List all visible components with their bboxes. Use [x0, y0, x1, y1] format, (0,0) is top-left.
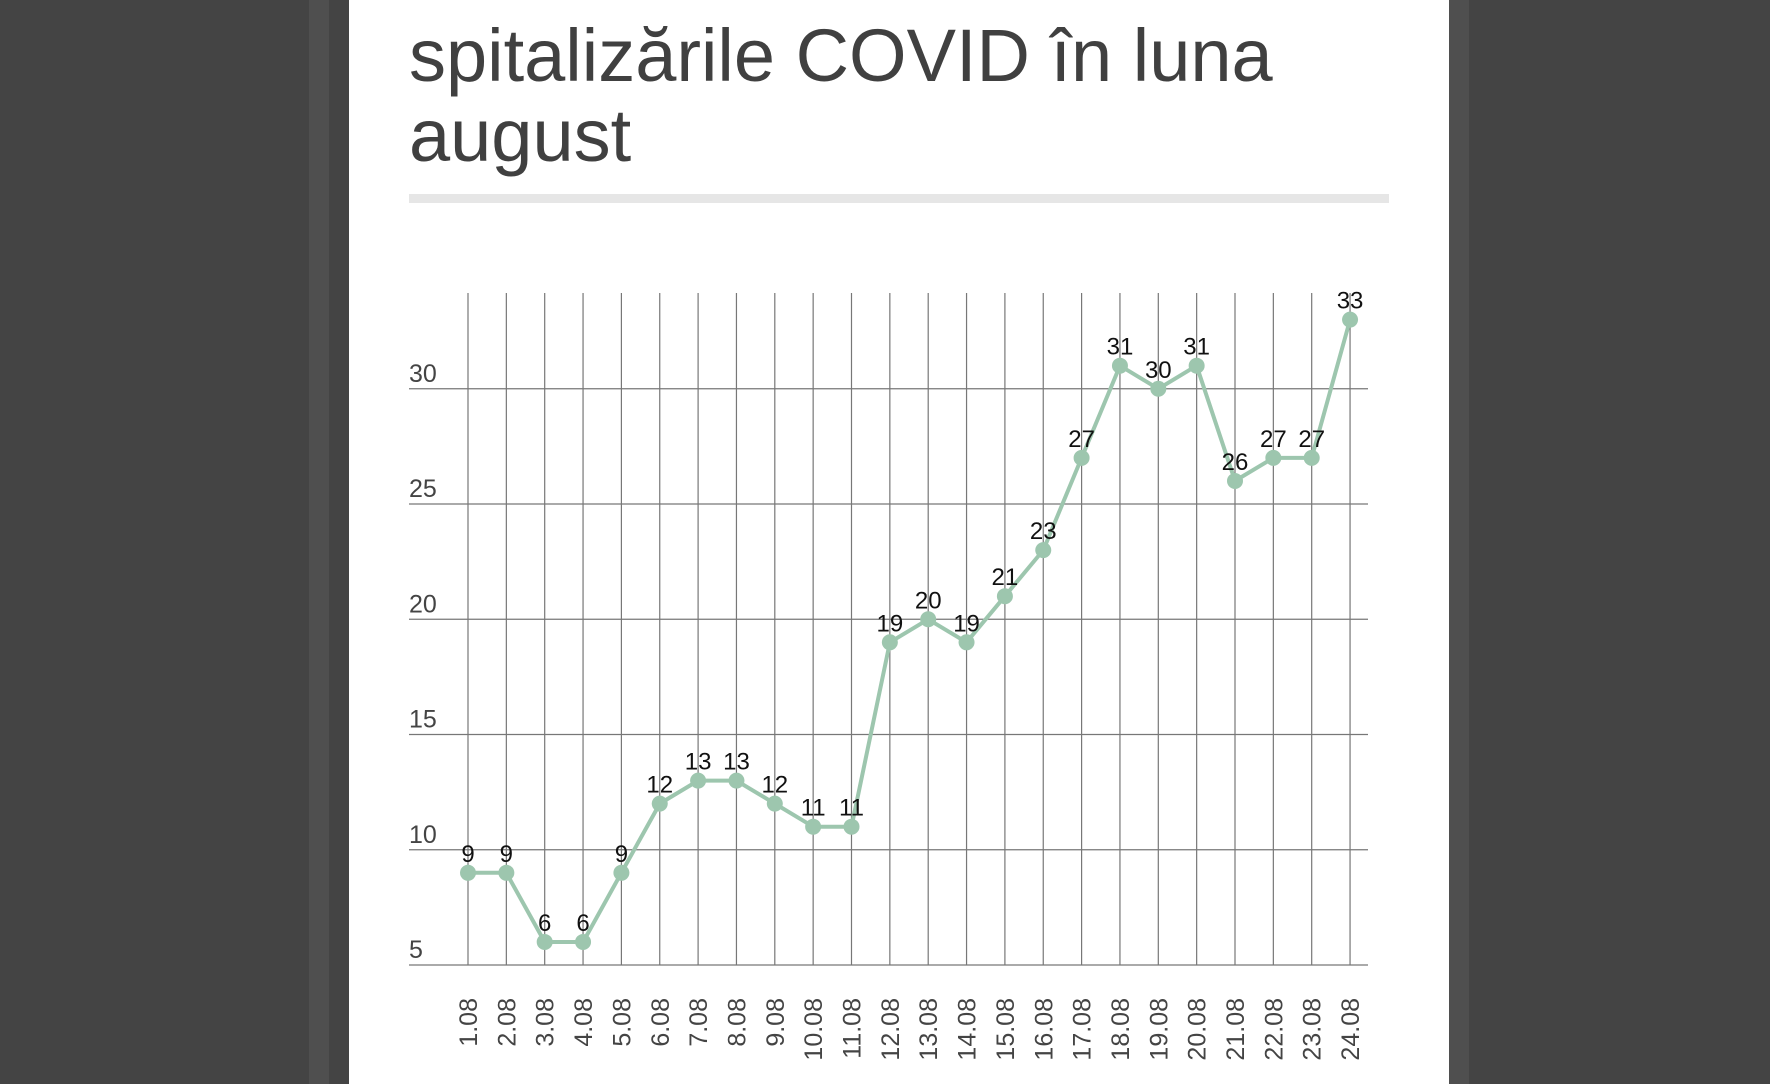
y-axis-tick-labels: 5 10 15 20 25 30 — [409, 360, 437, 964]
data-label: 27 — [1298, 426, 1325, 453]
data-label: 11 — [839, 795, 864, 822]
data-label: 31 — [1183, 334, 1210, 361]
x-tick-label: 2.08 — [493, 998, 521, 1047]
background-band-right — [1449, 0, 1469, 1084]
x-tick-label: 18.08 — [1107, 998, 1135, 1061]
x-tick-label: 5.08 — [608, 998, 636, 1047]
title-divider — [409, 194, 1389, 203]
x-tick-label: 10.08 — [800, 998, 828, 1061]
series-points — [460, 311, 1359, 950]
x-tick-label: 4.08 — [570, 998, 598, 1047]
x-tick-label: 7.08 — [685, 998, 713, 1047]
data-point — [843, 818, 860, 835]
data-point — [1035, 542, 1052, 559]
x-tick-label: 17.08 — [1069, 998, 1097, 1061]
x-tick-label: 13.08 — [915, 998, 943, 1061]
y-tick-label: 10 — [409, 821, 437, 849]
data-label: 33 — [1337, 288, 1364, 315]
data-point — [613, 864, 630, 881]
data-point — [1265, 449, 1282, 466]
data-label: 12 — [761, 772, 788, 799]
horizontal-gridlines — [409, 388, 1368, 966]
data-label: 19 — [876, 610, 903, 637]
x-tick-label: 14.08 — [954, 998, 982, 1061]
x-tick-label: 8.08 — [723, 998, 751, 1047]
data-label: 27 — [1260, 426, 1287, 453]
data-label: 23 — [1030, 518, 1057, 545]
x-tick-label: 3.08 — [532, 998, 560, 1047]
data-label: 9 — [461, 841, 474, 868]
y-tick-label: 15 — [409, 706, 437, 734]
series-line-group — [468, 319, 1353, 944]
data-label: 26 — [1222, 449, 1249, 476]
data-label: 12 — [646, 772, 673, 799]
data-label: 9 — [615, 841, 628, 868]
data-point — [1342, 311, 1359, 328]
data-point — [1150, 380, 1167, 397]
vertical-gridlines — [467, 293, 1351, 965]
chart-title: spitalizările COVID în luna august — [409, 14, 1273, 177]
data-point — [805, 818, 822, 835]
x-tick-label: 9.08 — [762, 998, 790, 1047]
data-label: 13 — [685, 749, 712, 776]
x-tick-label: 11.08 — [839, 998, 867, 1059]
data-label: 11 — [801, 795, 826, 822]
x-tick-label: 22.08 — [1260, 998, 1288, 1061]
x-tick-label: 16.08 — [1030, 998, 1058, 1061]
data-point — [1227, 472, 1243, 489]
line-chart: 5 10 15 20 25 30 1.08 2.08 3.08 4.08 5.08 6.08 7.08… — [409, 288, 1368, 1061]
data-point — [460, 864, 476, 881]
data-point — [536, 933, 553, 950]
data-point — [575, 933, 592, 950]
data-point — [651, 795, 668, 812]
data-label: 9 — [500, 841, 513, 868]
data-point — [690, 772, 707, 789]
data-point — [1073, 449, 1090, 466]
data-label: 19 — [953, 610, 980, 637]
data-point — [728, 772, 745, 789]
x-tick-label: 20.08 — [1184, 998, 1212, 1061]
data-label: 30 — [1145, 357, 1172, 384]
data-point — [1303, 449, 1320, 466]
y-tick-label: 5 — [409, 936, 423, 964]
data-point — [881, 634, 898, 651]
y-tick-label: 25 — [409, 475, 437, 503]
data-point — [766, 795, 783, 812]
data-point — [996, 588, 1013, 605]
x-tick-label: 23.08 — [1299, 998, 1327, 1061]
data-label: 27 — [1068, 426, 1095, 453]
x-tick-label: 1.08 — [455, 998, 483, 1047]
data-point — [1111, 357, 1128, 374]
x-tick-label: 24.08 — [1337, 998, 1365, 1061]
x-tick-label: 21.08 — [1222, 998, 1250, 1061]
chart-card: spitalizările COVID în luna august 5 10 15… — [349, 0, 1449, 1084]
x-tick-label: 6.08 — [647, 998, 675, 1047]
y-tick-label: 30 — [409, 360, 437, 388]
data-label: 20 — [915, 587, 942, 614]
data-label: 21 — [992, 564, 1019, 591]
data-point — [958, 634, 975, 651]
series-line — [468, 319, 1353, 944]
y-tick-label: 20 — [409, 590, 437, 618]
data-label: 13 — [723, 749, 750, 776]
data-label: 6 — [576, 910, 589, 937]
x-tick-label: 19.08 — [1145, 998, 1173, 1061]
data-point — [920, 611, 937, 628]
background-band-left — [309, 0, 329, 1084]
data-label: 6 — [538, 910, 551, 937]
data-label: 31 — [1107, 334, 1134, 361]
x-tick-label: 15.08 — [992, 998, 1020, 1061]
data-point — [1188, 357, 1205, 374]
x-tick-label: 12.08 — [877, 998, 905, 1061]
data-point — [498, 864, 515, 881]
x-axis-tick-labels: 1.08 2.08 3.08 4.08 5.08 6.08 7.08 8.08 9.08 10.0… — [455, 998, 1365, 1061]
